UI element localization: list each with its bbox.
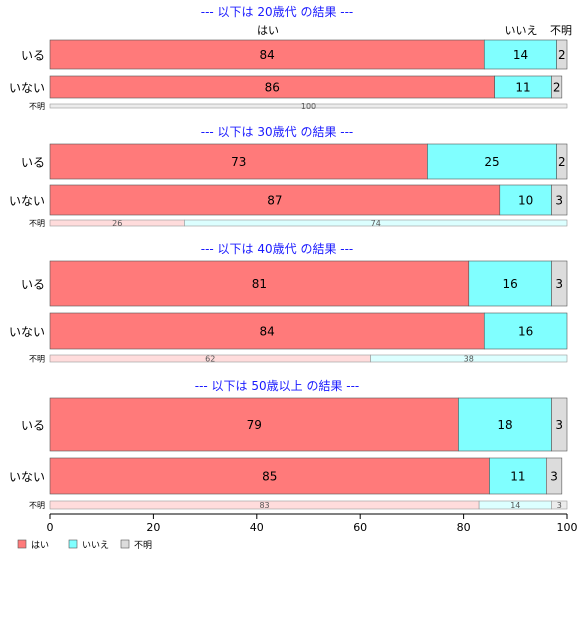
data-label: 81 (252, 277, 267, 291)
data-label: 26 (112, 219, 122, 228)
row-label: いる (21, 278, 45, 292)
bar-segment (370, 354, 568, 363)
row-label: いない (9, 470, 45, 484)
data-label: 14 (510, 501, 520, 510)
row-label: いる (21, 156, 45, 170)
bar-segment (49, 457, 490, 495)
row-label: 不明 (29, 219, 45, 228)
x-tick-label: 40 (250, 521, 264, 534)
data-label: 85 (262, 470, 277, 484)
data-label: 83 (259, 501, 269, 510)
bar-segment (489, 457, 547, 495)
data-label: 2 (558, 155, 566, 169)
row-label: いる (21, 49, 45, 63)
data-label: 79 (247, 418, 262, 432)
bar-segment (551, 500, 568, 510)
data-label: 38 (464, 355, 474, 364)
x-tick-label: 80 (457, 521, 471, 534)
bar-segment (49, 397, 459, 452)
bar-segment (556, 39, 568, 70)
bar-segment (546, 457, 563, 495)
bar-segment (49, 143, 428, 180)
bar-segment (184, 219, 568, 227)
data-label: 18 (497, 418, 512, 432)
data-label: 2 (553, 81, 561, 95)
data-label: 73 (231, 155, 246, 169)
data-label: 11 (510, 470, 525, 484)
data-label: 14 (513, 48, 528, 62)
bar-segment (556, 143, 568, 180)
bar-segment (427, 143, 557, 180)
legend-swatch (68, 539, 78, 549)
legend-label: いいえ (82, 540, 109, 551)
panel-title: --- 以下は 20歳代 の結果 --- (201, 5, 354, 19)
bar-segment (468, 260, 552, 307)
row-label: いない (9, 194, 45, 208)
bar-segment (458, 397, 552, 452)
legend-label: はい (31, 540, 49, 551)
data-label: 3 (555, 194, 563, 208)
row-label: 不明 (29, 102, 45, 111)
bar-segment (551, 397, 568, 452)
data-label: 62 (205, 355, 215, 364)
x-tick-label: 20 (146, 521, 160, 534)
data-label: 3 (555, 277, 563, 291)
bar-segment (49, 103, 568, 109)
row-label: いない (9, 325, 45, 339)
row-label: いる (21, 419, 45, 433)
x-tick-label: 60 (353, 521, 367, 534)
row-label: いない (9, 81, 45, 95)
bar-segment (49, 260, 470, 307)
data-label: 16 (518, 325, 533, 339)
legend-swatch (120, 539, 130, 549)
data-label: 10 (518, 194, 533, 208)
top-column-label: 不明 (550, 24, 572, 37)
panel-title: --- 以下は 30歳代 の結果 --- (201, 125, 354, 139)
data-label: 25 (484, 155, 499, 169)
data-label: 86 (265, 81, 280, 95)
bar-segment (551, 184, 568, 216)
data-label: 84 (259, 48, 274, 62)
data-label: 74 (371, 219, 381, 228)
legend-swatch (17, 539, 27, 549)
data-label: 3 (555, 418, 563, 432)
bar-segment (551, 260, 568, 307)
data-label: 100 (301, 102, 316, 111)
data-label: 84 (259, 325, 274, 339)
bar-segment (483, 39, 557, 70)
panel-title: --- 以下は 50歳以上 の結果 --- (195, 379, 360, 393)
data-label: 11 (515, 81, 530, 95)
data-label: 3 (550, 470, 558, 484)
data-label: 3 (557, 501, 562, 510)
legend-label: 不明 (134, 540, 152, 551)
bar-segment (483, 312, 568, 350)
x-tick-label: 100 (557, 521, 578, 534)
data-label: 16 (502, 277, 517, 291)
data-label: 2 (558, 48, 566, 62)
row-label: 不明 (29, 355, 45, 364)
x-tick-label: 0 (47, 521, 54, 534)
top-column-label: いいえ (505, 24, 538, 37)
top-column-label: はい (257, 24, 279, 37)
row-label: 不明 (29, 501, 45, 510)
panel-title: --- 以下は 40歳代 の結果 --- (201, 242, 354, 256)
bar-segment (49, 39, 485, 70)
bar-segment (551, 75, 563, 99)
data-label: 87 (267, 194, 282, 208)
